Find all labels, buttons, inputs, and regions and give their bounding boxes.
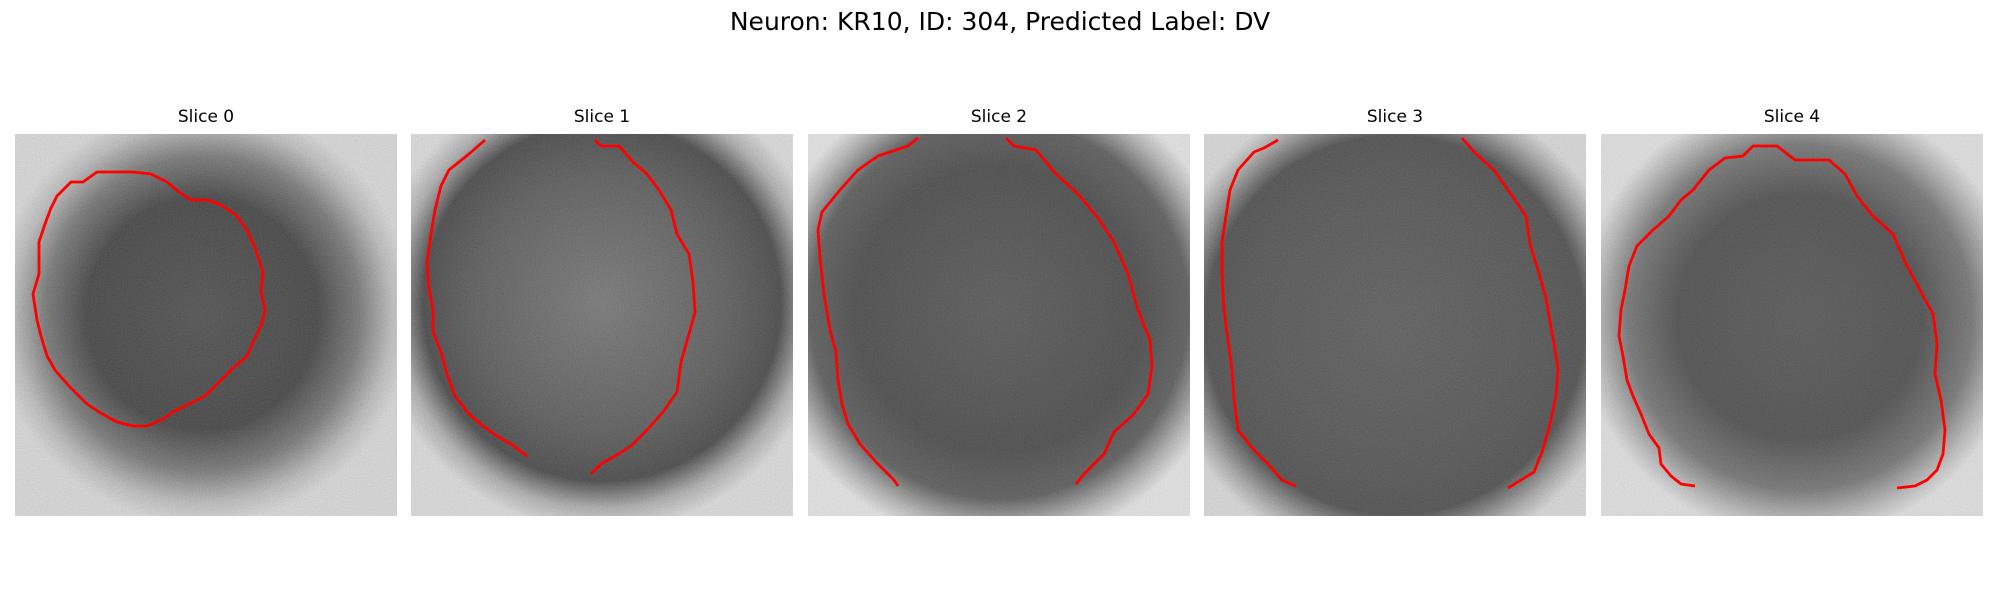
slice-title-2: Slice 2 bbox=[970, 107, 1028, 127]
slice-image-2 bbox=[808, 134, 1190, 516]
slice-image-4 bbox=[1601, 134, 1983, 516]
slice-panel-4: Slice 4 bbox=[1601, 106, 1983, 518]
contour-line-0 bbox=[31, 170, 267, 428]
slice-image-0 bbox=[15, 134, 397, 516]
figure-title: Neuron: KR10, ID: 304, Predicted Label: … bbox=[729, 7, 1271, 36]
contour-line-3-left bbox=[1220, 138, 1297, 488]
contour-line-4-right bbox=[1761, 144, 1947, 490]
contour-line-2-left bbox=[816, 136, 919, 487]
slice-image-1 bbox=[411, 134, 793, 516]
slice-image-3 bbox=[1204, 134, 1586, 516]
slice-title-0: Slice 0 bbox=[177, 107, 235, 127]
contour-line-1-left bbox=[425, 138, 528, 458]
slice-panel-0: Slice 0 bbox=[15, 106, 397, 518]
slice-panel-2: Slice 2 bbox=[808, 106, 1190, 518]
slice-title-3: Slice 3 bbox=[1366, 107, 1424, 127]
contour-line-2-right bbox=[1005, 137, 1154, 485]
contour-line-1-right bbox=[590, 139, 697, 475]
slice-panel-3: Slice 3 bbox=[1204, 106, 1586, 518]
slice-title-4: Slice 4 bbox=[1763, 107, 1821, 127]
contour-line-4-left bbox=[1617, 144, 1761, 488]
contour-line-3-right bbox=[1460, 137, 1560, 490]
slice-title-1: Slice 1 bbox=[573, 107, 631, 127]
slice-panel-1: Slice 1 bbox=[411, 106, 793, 518]
